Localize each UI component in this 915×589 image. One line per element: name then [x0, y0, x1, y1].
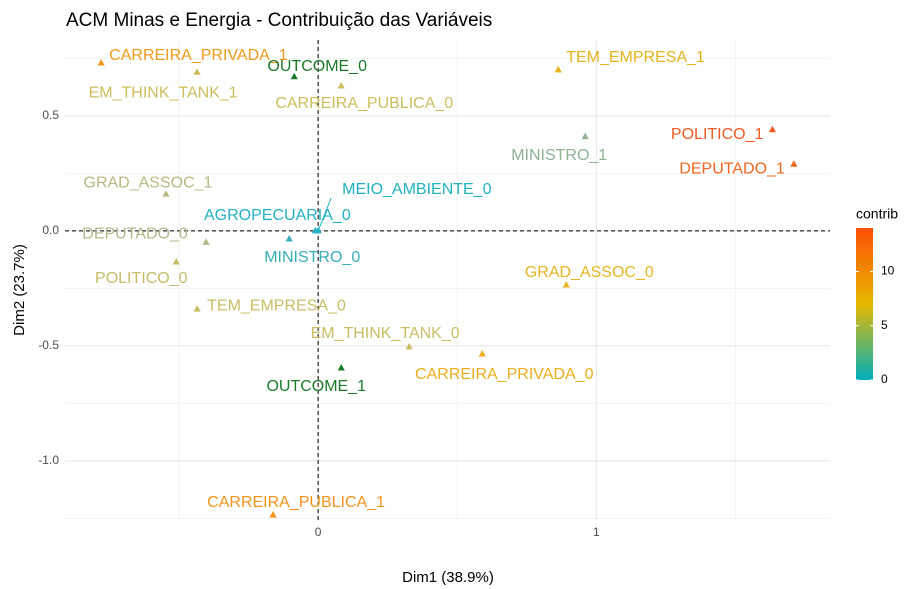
colorbar: [856, 228, 873, 380]
point-label: AGROPECUARIA_0: [204, 207, 351, 224]
x-tick-label: 0: [315, 525, 322, 539]
point: [581, 132, 589, 140]
point-label: MINISTRO_0: [264, 249, 360, 266]
point: [193, 68, 201, 75]
point-label: GRAD_ASSOC_0: [525, 264, 654, 281]
point-label: POLITICO_0: [95, 270, 188, 287]
point-label: TEM_EMPRESA_1: [566, 49, 705, 66]
point: [562, 280, 570, 288]
point-label: CARREIRA_PUBLICA_1: [207, 494, 385, 511]
point-label: DEPUTADO_0: [82, 226, 188, 243]
leader-line: [317, 197, 332, 232]
point-label: CARREIRA_PRIVADA_0: [415, 366, 594, 383]
point-label: CARREIRA_PUBLICA_0: [275, 95, 453, 112]
colorbar-tick-label: 0: [881, 372, 888, 386]
point-label: EM_THINK_TANK_0: [311, 325, 460, 342]
point: [554, 65, 562, 73]
point: [337, 363, 345, 371]
point: [285, 234, 293, 242]
y-tick-label: -0.5: [38, 338, 59, 352]
point: [337, 81, 345, 89]
x-axis-label: Dim1 (38.9%): [402, 569, 494, 586]
point-label: EM_THINK_TANK_1: [89, 84, 238, 101]
point-label: TEM_EMPRESA_0: [207, 297, 346, 314]
point: [478, 349, 486, 357]
point: [290, 72, 298, 80]
y-tick-label: -1.0: [38, 453, 59, 467]
point-label: MINISTRO_1: [511, 147, 607, 164]
point: [790, 160, 798, 167]
y-tick-label: 0.5: [42, 108, 59, 122]
point: [172, 257, 180, 265]
point: [162, 190, 170, 197]
point-label: CARREIRA_PRIVADA_1: [109, 47, 288, 64]
colorbar-tick-label: 5: [881, 318, 888, 332]
y-axis-label: Dim2 (23.7%): [11, 244, 28, 336]
point: [193, 305, 201, 312]
point: [97, 58, 105, 66]
point-label: MEIO_AMBIENTE_0: [342, 181, 491, 198]
point-label: DEPUTADO_1: [679, 160, 785, 177]
point-label: GRAD_ASSOC_1: [84, 174, 213, 191]
point: [202, 238, 210, 245]
chart-title: ACM Minas e Energia - Contribuição das V…: [66, 10, 492, 31]
point-label: POLITICO_1: [671, 126, 764, 143]
y-tick-label: 0.0: [42, 223, 59, 237]
point: [269, 510, 277, 518]
point: [405, 342, 413, 350]
x-tick-label: 1: [593, 525, 600, 539]
point-label: OUTCOME_0: [267, 58, 367, 75]
point: [768, 125, 777, 133]
colorbar-tick-label: 10: [881, 264, 895, 278]
legend-title: contrib: [856, 206, 898, 222]
point: [311, 226, 319, 234]
point-label: OUTCOME_1: [266, 378, 366, 395]
